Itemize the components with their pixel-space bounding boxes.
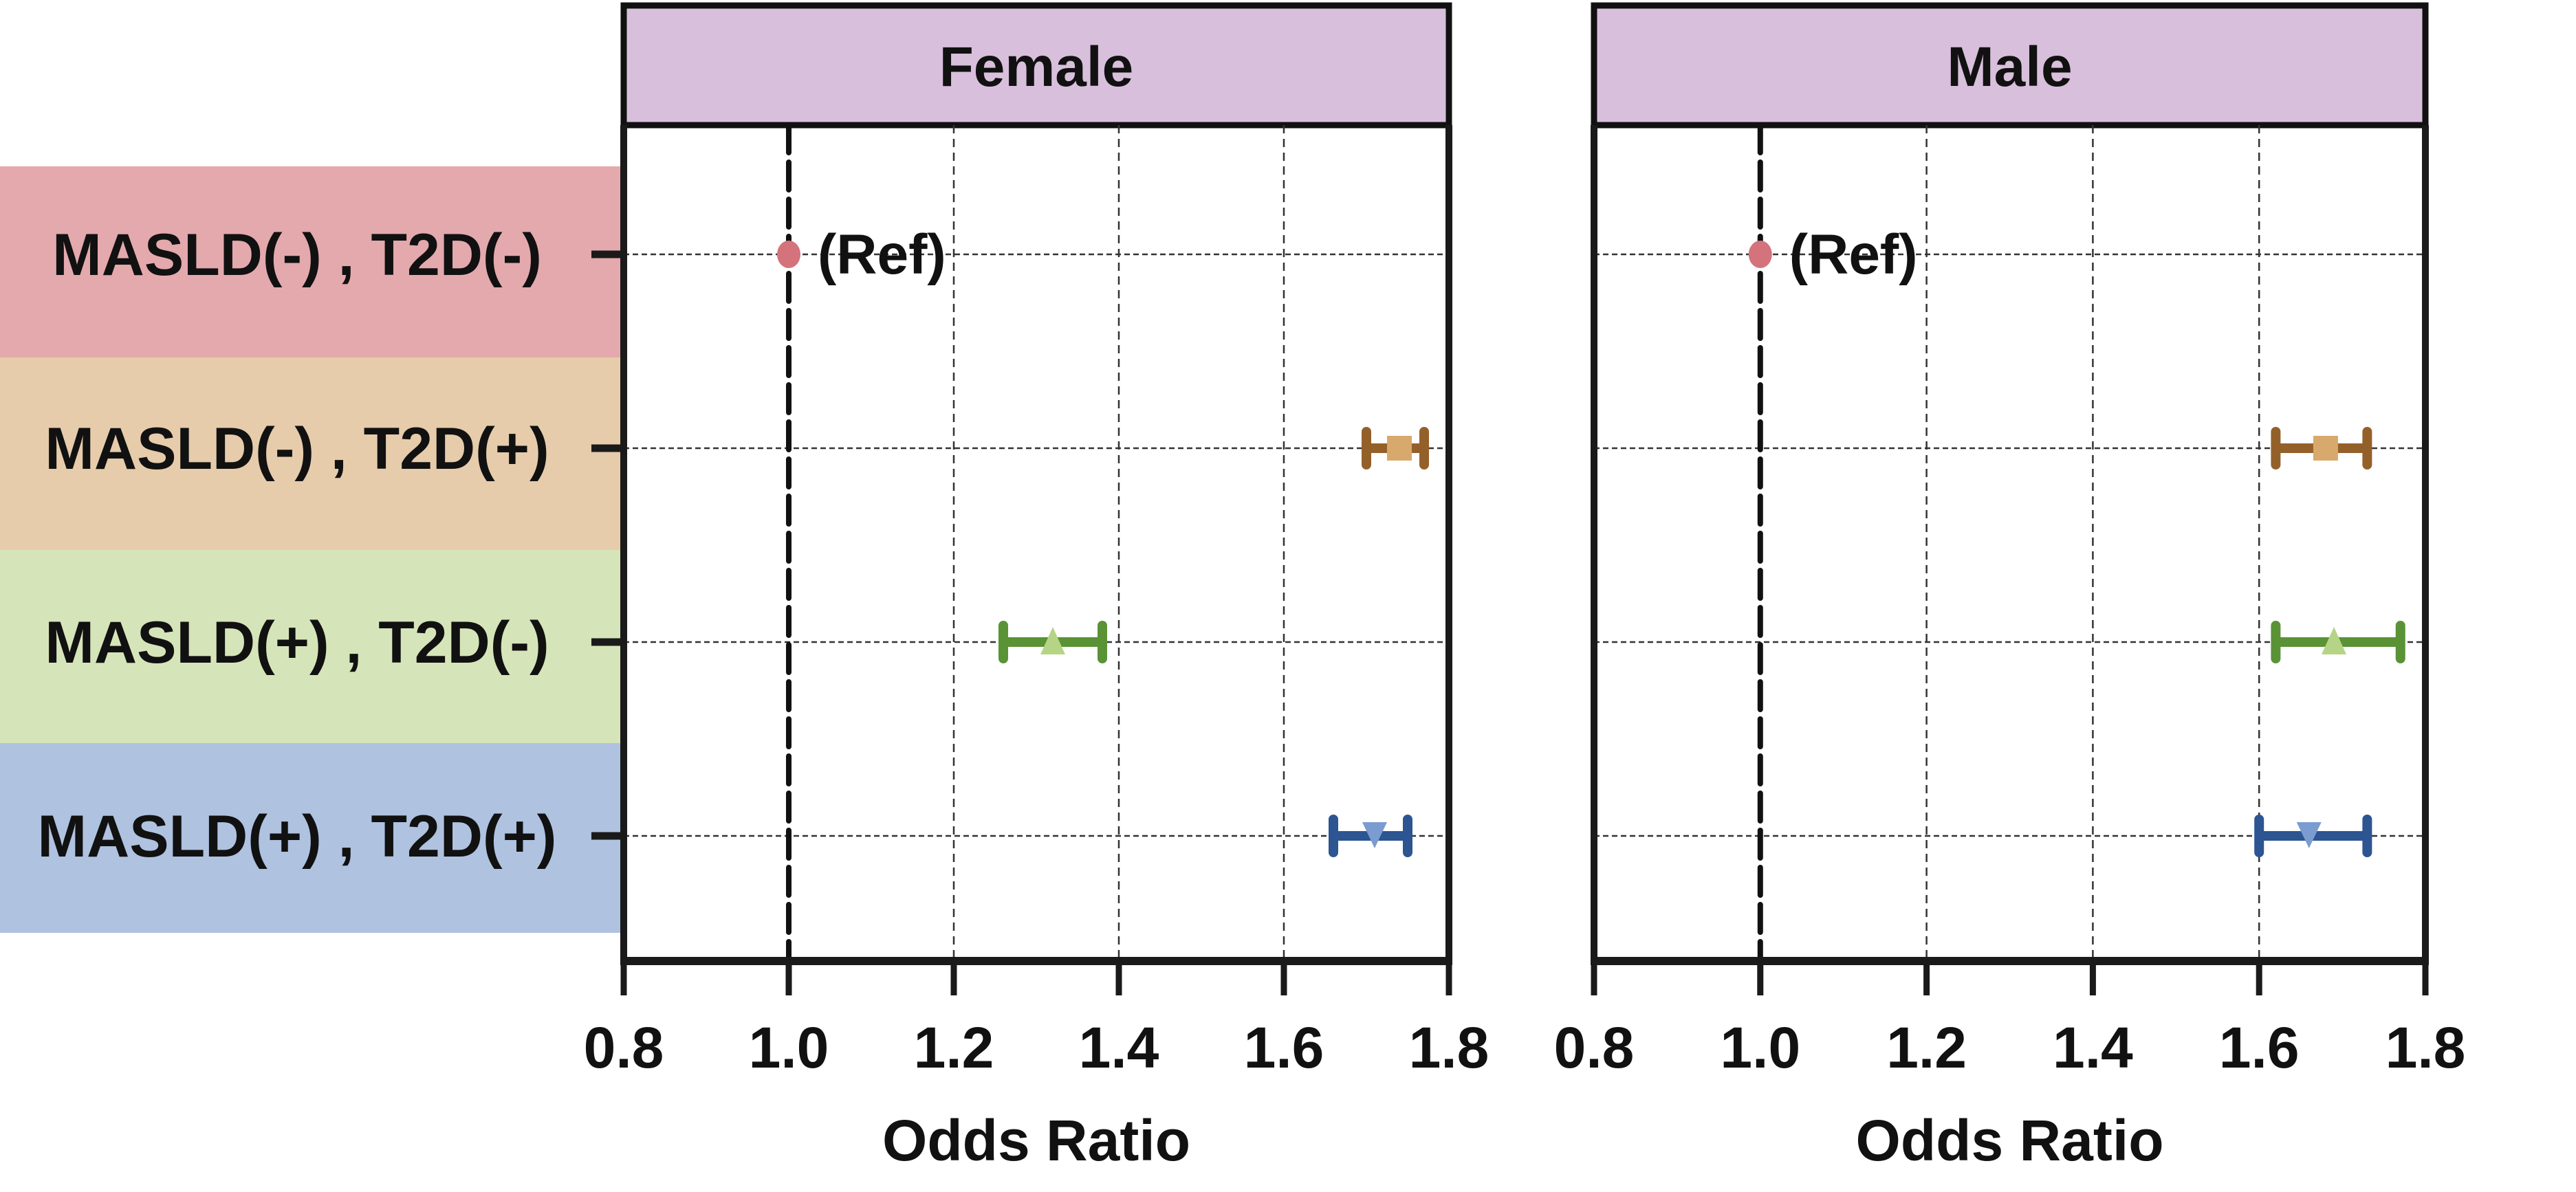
x-tick-label: 1.8: [2386, 1015, 2466, 1080]
point-marker: [1387, 436, 1412, 461]
x-axis-title: Odds Ratio: [1855, 1108, 2163, 1173]
x-tick-label: 1.2: [914, 1015, 994, 1080]
point-marker: [777, 241, 800, 268]
panel-header: [1591, 2, 2429, 129]
x-tick-label: 0.8: [1554, 1015, 1635, 1080]
point-marker: [1748, 241, 1772, 268]
point-marker: [1040, 627, 1065, 654]
category-label: MASLD(+) , T2D(+): [38, 804, 557, 870]
category-band: [0, 357, 623, 550]
category-label: MASLD(-) , T2D(-): [52, 222, 542, 288]
x-tick-label: 1.4: [1079, 1015, 1159, 1080]
panel-female: Female 0.8 1.0 1.2 1.4 1.6 1.8 Odds Ratio (Ref): [584, 2, 1489, 1173]
point-marker: [2322, 627, 2347, 654]
point-marker: [2313, 436, 2338, 461]
x-tick-label: 1.0: [1720, 1015, 1800, 1080]
x-tick-label: 1.2: [1886, 1015, 1967, 1080]
category-band: [0, 550, 623, 743]
panel-title: Male: [1947, 36, 2072, 98]
category-label: MASLD(-) , T2D(+): [45, 416, 549, 482]
x-tick-label: 1.4: [2053, 1015, 2133, 1080]
ref-annotation: (Ref): [1789, 223, 1918, 286]
x-tick-label: 1.6: [1244, 1015, 1324, 1080]
panel-title: Female: [939, 36, 1134, 98]
x-tick-label: 0.8: [584, 1015, 664, 1080]
x-tick-label: 1.6: [2219, 1015, 2300, 1080]
point-marker: [1362, 822, 1387, 848]
ref-annotation: (Ref): [818, 223, 946, 286]
category-bands: MASLD(-) , T2D(-) MASLD(-) , T2D(+) MASLD(…: [0, 166, 624, 933]
panel-male: Male 0.8 1.0 1.2 1.4 1.6 1.8 Odds Ratio (Ref): [1554, 2, 2466, 1173]
panel-header: [620, 2, 1452, 129]
category-band: [0, 743, 623, 933]
x-tick-label: 1.0: [749, 1015, 829, 1080]
x-axis-title: Odds Ratio: [882, 1108, 1190, 1173]
category-label: MASLD(+) , T2D(-): [45, 610, 549, 676]
category-band: [0, 166, 623, 357]
point-marker: [2296, 822, 2322, 848]
x-tick-label: 1.8: [1409, 1015, 1489, 1080]
